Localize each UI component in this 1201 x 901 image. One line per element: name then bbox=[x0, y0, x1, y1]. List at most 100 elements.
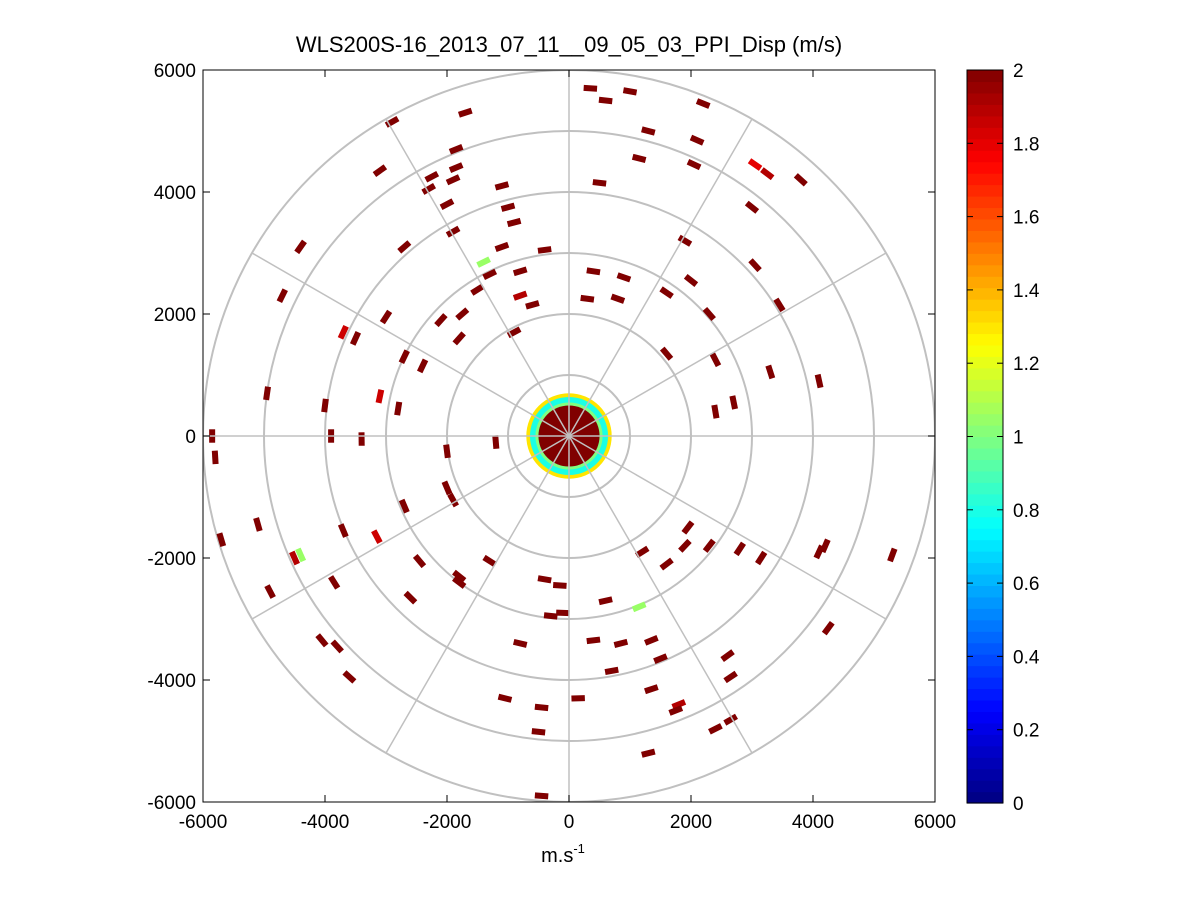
data-segment-46 bbox=[455, 307, 470, 321]
data-segment-79 bbox=[289, 550, 300, 566]
data-segment-59 bbox=[263, 386, 271, 401]
data-segment-28 bbox=[677, 234, 693, 247]
data-segment-117 bbox=[497, 693, 513, 703]
x-tick-labels: -6000 -4000 -2000 0 2000 4000 6000 bbox=[179, 812, 956, 833]
data-segment-103 bbox=[556, 609, 570, 617]
colorbar-band bbox=[967, 356, 1003, 369]
data-segment-65 bbox=[711, 404, 720, 419]
data-segment-7 bbox=[689, 134, 705, 146]
data-segment-10 bbox=[448, 144, 464, 155]
data-segment-4 bbox=[457, 107, 473, 118]
data-segment-36 bbox=[683, 273, 699, 287]
colorbar-band bbox=[967, 299, 1003, 312]
data-segment-113 bbox=[720, 649, 735, 662]
data-segment-101 bbox=[598, 596, 613, 606]
colorbar-band bbox=[967, 310, 1003, 323]
spoke-210 bbox=[251, 435, 570, 620]
colorbar-band bbox=[967, 619, 1003, 632]
data-segment-67 bbox=[211, 450, 219, 465]
colorbar-band bbox=[967, 528, 1003, 541]
data-segment-40 bbox=[470, 283, 485, 296]
data-segment-24 bbox=[506, 217, 522, 228]
data-segment-89 bbox=[552, 582, 567, 589]
data-segment-14 bbox=[686, 159, 702, 171]
colorbar-tick-label: 2 bbox=[1013, 61, 1024, 82]
colorbar-band bbox=[967, 241, 1003, 254]
data-segment-72 bbox=[216, 532, 227, 547]
data-segment-71 bbox=[492, 435, 500, 450]
y-tick-label: -6000 bbox=[147, 793, 196, 814]
data-segment-39 bbox=[512, 290, 528, 301]
data-segment-33 bbox=[586, 267, 601, 276]
data-segment-64 bbox=[729, 395, 738, 410]
data-segment-25 bbox=[294, 239, 307, 255]
x-tick-label: 0 bbox=[564, 812, 575, 833]
data-segment-17 bbox=[760, 167, 775, 181]
colorbar-band bbox=[967, 711, 1003, 724]
data-segment-63 bbox=[814, 373, 824, 389]
spoke-30 bbox=[568, 252, 887, 437]
data-segment-2 bbox=[695, 98, 711, 109]
colorbar-band bbox=[967, 436, 1003, 449]
colorbar-band bbox=[967, 608, 1003, 621]
colorbar-band bbox=[967, 780, 1003, 793]
data-segment-22 bbox=[439, 198, 455, 210]
colorbar-band bbox=[967, 734, 1003, 747]
data-segment-56 bbox=[765, 364, 776, 380]
colorbar-band bbox=[967, 253, 1003, 266]
spoke-120 bbox=[385, 118, 570, 437]
data-segment-58 bbox=[416, 358, 429, 374]
data-segment-119 bbox=[571, 695, 585, 702]
spoke-60 bbox=[568, 118, 753, 437]
data-segment-48 bbox=[580, 294, 595, 303]
data-segment-104 bbox=[330, 639, 344, 654]
colorbar-band bbox=[967, 287, 1003, 300]
data-segment-76 bbox=[398, 498, 410, 514]
data-segment-51 bbox=[702, 306, 716, 322]
x-tick-label: 4000 bbox=[792, 812, 834, 833]
colorbar-band bbox=[967, 127, 1003, 140]
data-segment-87 bbox=[452, 575, 467, 589]
y-tick-label: 0 bbox=[185, 427, 196, 448]
polar-spokes-overlay bbox=[203, 70, 935, 802]
data-segment-121 bbox=[668, 705, 684, 716]
colorbar-tick-label: 1.8 bbox=[1013, 134, 1039, 155]
data-segment-94 bbox=[733, 541, 747, 557]
colorbar-band bbox=[967, 161, 1003, 174]
colorbar-band bbox=[967, 184, 1003, 197]
data-segment-49 bbox=[610, 293, 626, 304]
data-segment-61 bbox=[394, 401, 403, 416]
colorbar-band bbox=[967, 264, 1003, 277]
data-segment-45 bbox=[434, 313, 448, 328]
data-segment-12 bbox=[448, 162, 464, 173]
data-segment-116 bbox=[723, 670, 738, 684]
data-segment-80 bbox=[295, 547, 307, 563]
colorbar-band bbox=[967, 677, 1003, 690]
data-segment-23 bbox=[500, 202, 516, 212]
x-tick-label: -6000 bbox=[179, 812, 228, 833]
colorbar-band bbox=[967, 379, 1003, 392]
colorbar-band bbox=[967, 699, 1003, 712]
spoke-300 bbox=[568, 435, 753, 754]
data-segment-34 bbox=[616, 272, 632, 283]
colorbar-band bbox=[967, 573, 1003, 586]
data-segment-60 bbox=[375, 389, 385, 404]
data-segment-70 bbox=[443, 444, 451, 459]
data-segment-105 bbox=[315, 633, 329, 648]
data-segment-100 bbox=[631, 601, 647, 613]
data-segment-44 bbox=[379, 309, 393, 325]
colorbar-tick-label: 1.2 bbox=[1013, 354, 1039, 375]
chart-title: WLS200S-16_2013_07_11__09_05_03_PPI_Disp… bbox=[296, 32, 842, 57]
colorbar-tick-label: 0.8 bbox=[1013, 501, 1039, 522]
data-segment-18 bbox=[421, 183, 437, 195]
data-segment-16 bbox=[793, 173, 808, 187]
colorbar-band bbox=[967, 745, 1003, 758]
data-segment-19 bbox=[494, 181, 510, 191]
colorbar-band bbox=[967, 722, 1003, 735]
y-tick-label: 6000 bbox=[154, 61, 196, 82]
colorbar-band bbox=[967, 757, 1003, 770]
data-segment-11 bbox=[445, 174, 461, 186]
data-segment-126 bbox=[534, 792, 549, 800]
data-segment-83 bbox=[412, 553, 427, 569]
colorbar-tick-labels: 2 1.8 1.6 1.4 1.2 1 0.8 0.6 0.4 0.2 0 bbox=[1013, 61, 1040, 815]
